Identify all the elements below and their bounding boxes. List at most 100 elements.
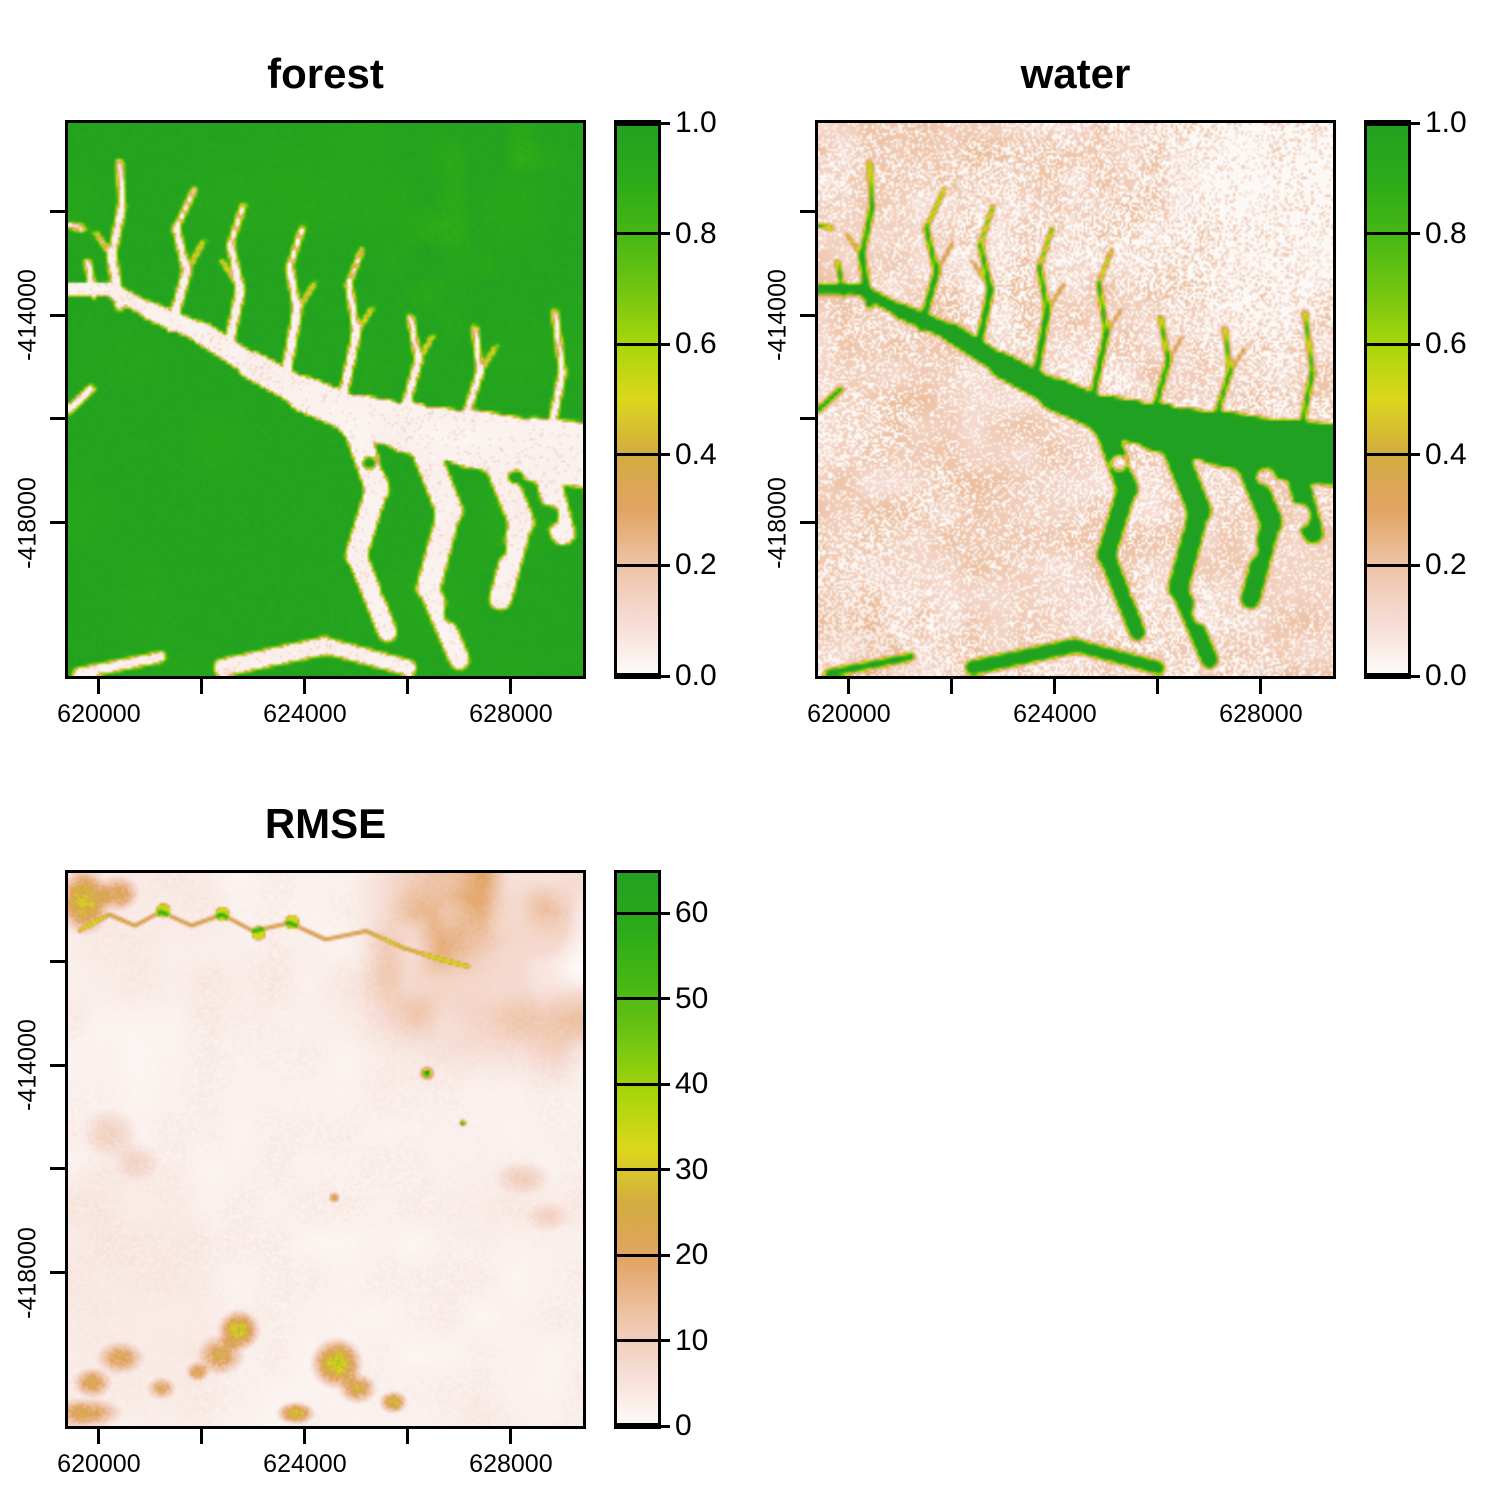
forest-x-tick	[406, 679, 410, 694]
forest-map-canvas	[68, 123, 583, 676]
rmse-x-tick	[97, 1429, 101, 1444]
forest-y-tick	[50, 521, 65, 525]
water-legend-tick-line	[1367, 563, 1408, 567]
forest-map-frame	[65, 120, 586, 679]
rmse-y-tick	[50, 1063, 65, 1067]
forest-y-tick	[50, 313, 65, 317]
forest-x-tick	[97, 679, 101, 694]
rmse-x-tick	[200, 1429, 204, 1444]
rmse-y-tick-label: -418000	[13, 1226, 42, 1319]
water-y-tick-label: -414000	[763, 269, 792, 361]
forest-legend-frame	[614, 120, 661, 679]
water-legend-tick-line	[1367, 342, 1408, 346]
rmse-legend-tick-line	[617, 1082, 658, 1086]
rmse-y-tick	[50, 1271, 65, 1275]
forest-legend-tick-line	[617, 563, 658, 567]
forest-legend-tick-line	[617, 673, 658, 676]
forest-legend-tick	[658, 453, 670, 457]
water-x-tick	[1259, 679, 1263, 694]
water-x-tick	[1156, 679, 1160, 694]
water-legend-tick-label: 0.4	[1425, 437, 1467, 471]
rmse-legend-tick-label: 20	[675, 1238, 709, 1272]
forest-legend-tick-line	[617, 342, 658, 346]
water-legend-tick-label: 0.0	[1425, 659, 1467, 692]
forest-legend-tick	[658, 342, 670, 346]
forest-x-tick-label: 624000	[263, 700, 347, 728]
rmse-legend-tick-line	[617, 1423, 658, 1426]
rmse-legend-tick-line	[617, 997, 658, 1001]
forest-legend-tick-label: 0.2	[675, 548, 717, 582]
rmse-x-tick-label: 628000	[469, 1450, 553, 1478]
forest-legend-tick	[658, 563, 670, 567]
water-legend-tick-line	[1367, 453, 1408, 457]
water-y-tick	[800, 209, 815, 213]
forest-x-tick	[200, 679, 204, 694]
forest-legend-tick	[658, 232, 670, 236]
water-map-frame	[815, 120, 1336, 679]
water-y-tick	[800, 313, 815, 317]
water-x-tick-label: 628000	[1219, 700, 1303, 728]
forest-y-tick	[50, 209, 65, 213]
rmse-legend-tick	[658, 1253, 670, 1257]
water-legend-tick	[1408, 674, 1420, 678]
rmse-x-tick	[509, 1429, 513, 1444]
panel-title-water: water	[1020, 50, 1131, 97]
rmse-legend-tick-line	[617, 1253, 658, 1257]
rmse-y-tick	[50, 959, 65, 963]
water-x-tick-label: 620000	[807, 700, 891, 728]
rmse-legend-tick-label: 30	[675, 1152, 709, 1186]
rmse-legend-tick	[658, 997, 670, 1001]
water-legend-tick-line	[1367, 673, 1408, 676]
rmse-legend-frame	[614, 870, 661, 1429]
water-legend-tick	[1408, 232, 1420, 236]
forest-y-tick-label: -414000	[13, 269, 42, 361]
rmse-legend-tick-label: 50	[675, 981, 709, 1015]
water-legend-tick	[1408, 342, 1420, 346]
water-y-tick	[800, 417, 815, 421]
forest-x-tick-label: 628000	[469, 700, 553, 728]
forest-legend-tick-label: 0.6	[675, 327, 717, 361]
forest-legend-tick-line	[617, 232, 658, 236]
forest-x-tick	[509, 679, 513, 694]
panel-title-rmse: RMSE	[264, 800, 387, 847]
water-map-canvas	[818, 123, 1333, 676]
forest-legend-tick-label: 0.0	[675, 659, 717, 692]
rmse-x-tick	[303, 1429, 307, 1444]
panel-title-forest: forest	[267, 50, 384, 97]
rmse-legend-tick-label: 10	[675, 1323, 709, 1357]
rmse-legend-tick-line	[617, 911, 658, 915]
water-x-tick	[1053, 679, 1057, 694]
water-y-tick-label: -418000	[763, 476, 792, 569]
rmse-x-tick	[406, 1429, 410, 1444]
rmse-legend-tick	[658, 1339, 670, 1343]
forest-legend-tick	[658, 121, 670, 125]
forest-y-tick-label: -418000	[13, 476, 42, 569]
rmse-legend-tick-label: 0	[675, 1409, 692, 1442]
rmse-y-tick	[50, 1167, 65, 1171]
forest-legend-tick-label: 0.4	[675, 437, 717, 471]
water-legend-tick	[1408, 121, 1420, 125]
water-legend-frame	[1364, 120, 1411, 679]
forest-legend-tick	[658, 674, 670, 678]
water-legend-tick-line	[1367, 123, 1408, 126]
forest-y-tick	[50, 417, 65, 421]
rmse-y-tick-label: -414000	[13, 1019, 42, 1111]
rmse-map-frame	[65, 870, 586, 1429]
rmse-map-canvas	[68, 873, 583, 1426]
water-x-tick	[950, 679, 954, 694]
water-legend-tick	[1408, 453, 1420, 457]
rmse-legend-gradient	[617, 873, 658, 1426]
rmse-legend-tick-line	[617, 1339, 658, 1343]
water-legend-tick	[1408, 563, 1420, 567]
rmse-legend-tick-label: 60	[675, 896, 709, 930]
rmse-x-tick-label: 624000	[263, 1450, 347, 1478]
rmse-legend-tick	[658, 911, 670, 915]
water-y-tick	[800, 521, 815, 525]
water-legend-tick-label: 0.2	[1425, 548, 1467, 582]
water-legend-tick-line	[1367, 232, 1408, 236]
forest-x-tick	[303, 679, 307, 694]
forest-legend-tick-line	[617, 453, 658, 457]
rmse-legend-tick	[658, 1082, 670, 1086]
water-x-tick-label: 624000	[1013, 700, 1097, 728]
rmse-legend-tick	[658, 1424, 670, 1428]
